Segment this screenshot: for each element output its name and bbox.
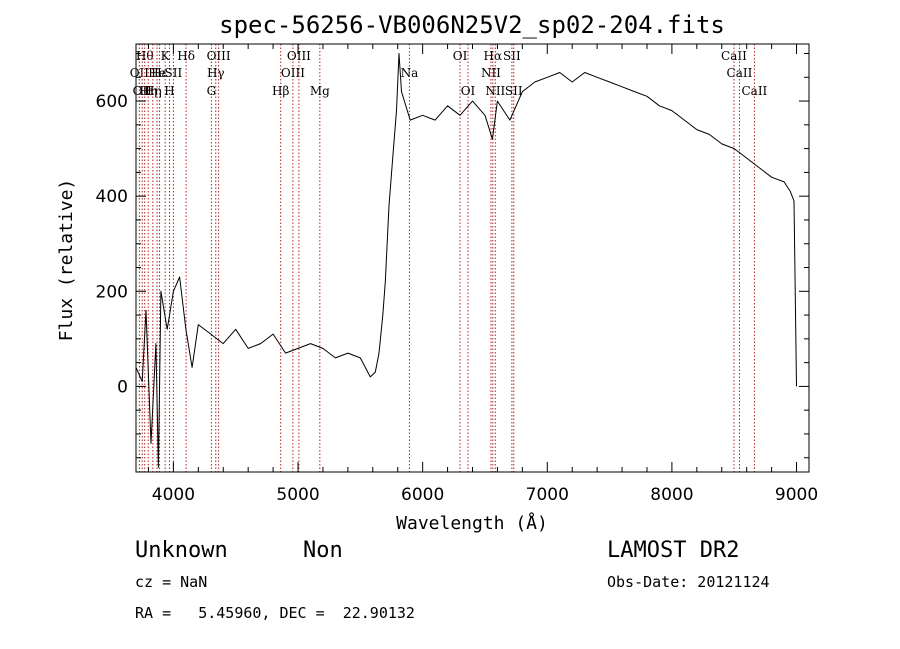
spectral-line-label: CaII	[721, 49, 747, 63]
spectral-line-label: Mg	[310, 84, 330, 98]
survey-name: LAMOST DR2	[607, 538, 740, 563]
spectral-line-label: OI	[461, 84, 476, 98]
spectral-line-label: Hδ	[177, 49, 195, 63]
x-tick-label: 4000	[152, 485, 195, 505]
spectral-line-label: CaII	[727, 66, 753, 80]
x-tick-label: 8000	[650, 485, 693, 505]
spectral-line-label: He	[148, 66, 166, 80]
axes: 4000 5000 6000 7000 8000 9000 0 200 400 600	[96, 44, 818, 505]
chart-title: spec-56256-VB006N25V2_sp02-204.fits	[219, 11, 725, 39]
spectral-line-label: H	[164, 84, 174, 98]
cz-value: cz = NaN	[135, 573, 208, 591]
x-tick-label: 5000	[276, 485, 319, 505]
object-subclass: Non	[303, 538, 343, 563]
spectral-line-label: Hβ	[272, 84, 289, 98]
spectral-line-label: SII	[505, 84, 523, 98]
y-tick-label: 200	[96, 282, 128, 302]
series-line	[135, 53, 797, 468]
spectral-line-label: OI	[453, 49, 468, 63]
object-class: Unknown	[135, 538, 228, 563]
y-tick-label: 400	[96, 187, 128, 207]
spectral-line-label: Hε	[151, 66, 168, 80]
y-tick-label: 600	[96, 92, 128, 112]
spectral-line-label: Hη	[144, 84, 162, 98]
spectral-line-label: NII	[481, 66, 501, 80]
spectral-line-label: Hα	[484, 49, 503, 63]
spectral-line-label: OII	[133, 84, 153, 98]
spectral-line-label: G	[207, 84, 217, 98]
coordinates: RA = 5.45960, DEC = 22.90132	[135, 604, 415, 622]
spectral-line-label: K	[161, 49, 171, 63]
x-axis-label: Wavelength (Å)	[396, 512, 548, 534]
x-tick-label: 6000	[401, 485, 444, 505]
spectral-line-label: CaII	[741, 84, 767, 98]
spectral-line-label: OIII	[281, 66, 305, 80]
obs-date: Obs-Date: 20121124	[607, 573, 770, 591]
spectral-line-label: Hγ	[207, 66, 225, 80]
spectral-line-label: NII	[485, 84, 505, 98]
spectral-line-markers: OIIOIIHθHηHηHeHεKHSIIHδGHγOIIIHβOIIIOIII…	[130, 44, 768, 472]
x-tick-label: 9000	[775, 485, 818, 505]
plot-frame	[135, 43, 810, 473]
spectral-line-label: Hθ	[136, 49, 154, 63]
spectral-line-label: SII	[165, 66, 183, 80]
y-axis-label: Flux (relative)	[56, 179, 77, 342]
spectral-line-label: SII	[503, 49, 521, 63]
spectral-line-label: OII	[130, 66, 150, 80]
x-tick-label: 7000	[526, 485, 569, 505]
spectral-line-label: OIII	[207, 49, 231, 63]
spectral-line-label: Na	[401, 66, 419, 80]
spectral-line-label: OIII	[287, 49, 311, 63]
y-tick-label: 0	[117, 377, 128, 397]
flux-series	[135, 53, 797, 468]
